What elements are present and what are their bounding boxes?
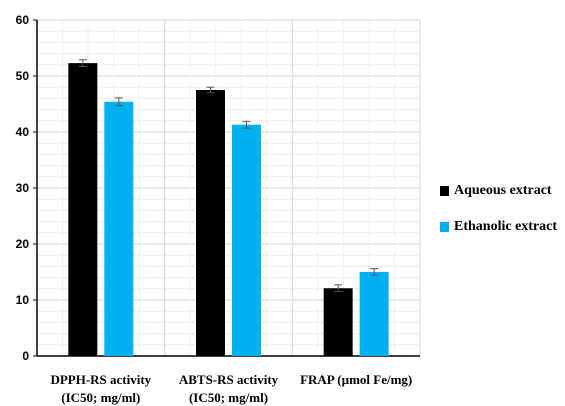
legend-item-ethanolic: Ethanolic extract [440, 216, 557, 238]
bar [323, 288, 353, 356]
y-tick-label: 10 [16, 293, 30, 307]
legend-swatch-ethanolic [440, 222, 449, 232]
legend: Aqueous extract Ethanolic extract [440, 180, 557, 252]
legend-item-aqueous: Aqueous extract [440, 180, 557, 202]
y-tick-label: 40 [16, 125, 30, 139]
category-label: FRAP (µmol Fe/mg) [300, 372, 412, 387]
y-tick-label: 30 [16, 181, 30, 195]
y-tick-label: 0 [22, 349, 29, 363]
bar [104, 101, 134, 356]
category-label: (IC50; mg/ml) [189, 390, 268, 405]
category-label: DPPH-RS activity [50, 372, 151, 387]
bar [196, 90, 225, 356]
bar [68, 63, 98, 357]
legend-label-aqueous: Aqueous extract [454, 183, 552, 198]
bar [232, 124, 261, 356]
category-label: (IC50; mg/ml) [61, 390, 140, 405]
y-tick-label: 50 [16, 69, 30, 83]
bar [359, 272, 389, 356]
legend-swatch-aqueous [440, 186, 449, 196]
y-tick-label: 60 [16, 13, 30, 27]
category-label: ABTS-RS activity [179, 372, 279, 387]
legend-label-ethanolic: Ethanolic extract [454, 219, 558, 234]
y-tick-label: 20 [16, 237, 30, 251]
